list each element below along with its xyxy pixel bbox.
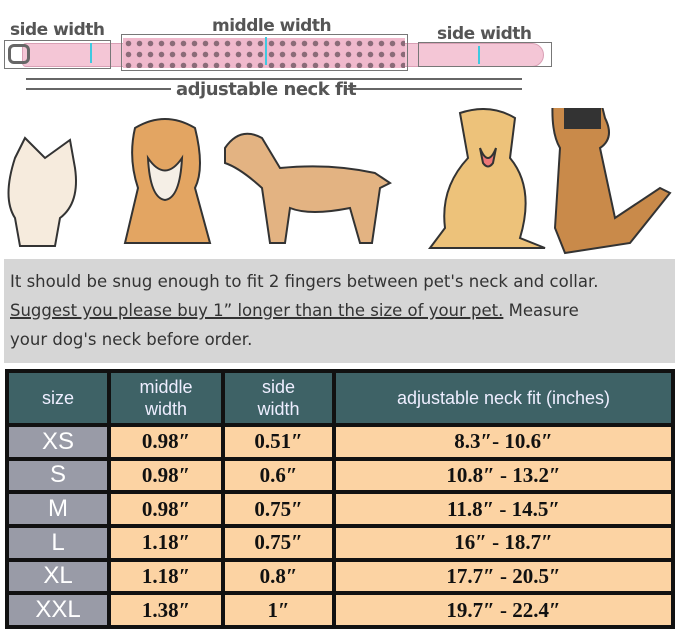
size-table: size middle width side width adjustable …	[5, 369, 675, 629]
size-cell: XS	[9, 427, 107, 457]
neck-fit-cell: 11.8″ - 14.5″	[336, 494, 671, 524]
measure-line	[26, 78, 522, 80]
buckle-icon	[8, 44, 30, 64]
header-neck-fit: adjustable neck fit (inches)	[336, 373, 671, 423]
pitbull-illustration	[224, 132, 392, 244]
arrow-left-line	[26, 88, 171, 90]
table-body: XS 0.98″ 0.51″ 8.3″- 10.6″ S 0.98″ 0.6″ 10.8″ -…	[9, 427, 671, 625]
side-width-cell: 0.8″	[225, 561, 332, 592]
neck-fit-cell: 16″ - 18.7″	[336, 527, 671, 558]
sizing-note: It should be snug enough to fit 2 finger…	[4, 259, 675, 363]
side-width-cell: 0.75″	[225, 527, 332, 558]
table-row: L 1.18″ 0.75″ 16″ - 18.7″	[9, 527, 671, 558]
table-row: M 0.98″ 0.75″ 11.8″ - 14.5″	[9, 494, 671, 524]
note-line-2-underlined: Suggest you please buy 1” longer than th…	[10, 301, 504, 320]
side-width-label-right: side width	[437, 24, 532, 44]
neck-fit-cell: 8.3″- 10.6″	[336, 427, 671, 457]
german-shepherd-illustration	[551, 108, 672, 255]
dog-illustrations	[7, 108, 672, 255]
arrow-right-line	[345, 88, 522, 90]
header-size: size	[9, 373, 107, 423]
side-width-box-right	[418, 42, 552, 67]
table-header: size middle width side width adjustable …	[9, 373, 671, 423]
note-line-3: your dog's neck before order.	[10, 330, 253, 349]
neck-fit-cell: 10.8″ - 13.2″	[336, 460, 671, 491]
middle-width-cell: 1.38″	[111, 595, 221, 625]
middle-width-cell: 0.98″	[111, 427, 221, 457]
neck-fit-cell: 19.7″ - 22.4″	[336, 595, 671, 625]
middle-width-cell: 1.18″	[111, 527, 221, 558]
note-line-2: Suggest you please buy 1” longer than th…	[10, 296, 669, 325]
french-bulldog-illustration	[7, 136, 77, 247]
side-width-box	[4, 40, 111, 69]
side-width-cell: 1″	[225, 595, 332, 625]
table-row: S 0.98″ 0.6″ 10.8″ - 13.2″	[9, 460, 671, 491]
adjustable-neck-fit-label: adjustable neck fit	[176, 79, 357, 100]
side-width-cell: 0.51″	[225, 427, 332, 457]
labrador-illustration	[428, 108, 546, 249]
bulldog-illustration	[123, 118, 212, 244]
middle-width-cell: 0.98″	[111, 460, 221, 491]
table-row: XL 1.18″ 0.8″ 17.7″ - 20.5″	[9, 561, 671, 592]
note-line-1: It should be snug enough to fit 2 finger…	[10, 272, 599, 291]
arrow-up-icon	[265, 37, 267, 65]
size-cell: L	[9, 527, 107, 558]
note-line-2-rest: Measure	[503, 301, 579, 320]
side-width-label: side width	[10, 20, 105, 40]
arrow-up-icon	[90, 43, 92, 63]
header-side-width: side width	[225, 373, 332, 423]
neck-fit-cell: 17.7″ - 20.5″	[336, 561, 671, 592]
size-cell: XL	[9, 561, 107, 592]
header-middle-width: middle width	[111, 373, 221, 423]
studded-middle	[123, 38, 405, 68]
size-cell: XXL	[9, 595, 107, 625]
middle-width-cell: 0.98″	[111, 494, 221, 524]
size-cell: S	[9, 460, 107, 491]
table-row: XXL 1.38″ 1″ 19.7″ - 22.4″	[9, 595, 671, 625]
table-row: XS 0.98″ 0.51″ 8.3″- 10.6″	[9, 427, 671, 457]
middle-width-cell: 1.18″	[111, 561, 221, 592]
side-width-cell: 0.6″	[225, 460, 332, 491]
middle-width-label: middle width	[212, 16, 332, 36]
size-cell: M	[9, 494, 107, 524]
arrow-up-icon	[478, 46, 480, 64]
middle-width-box	[121, 34, 408, 71]
side-width-cell: 0.75″	[225, 494, 332, 524]
